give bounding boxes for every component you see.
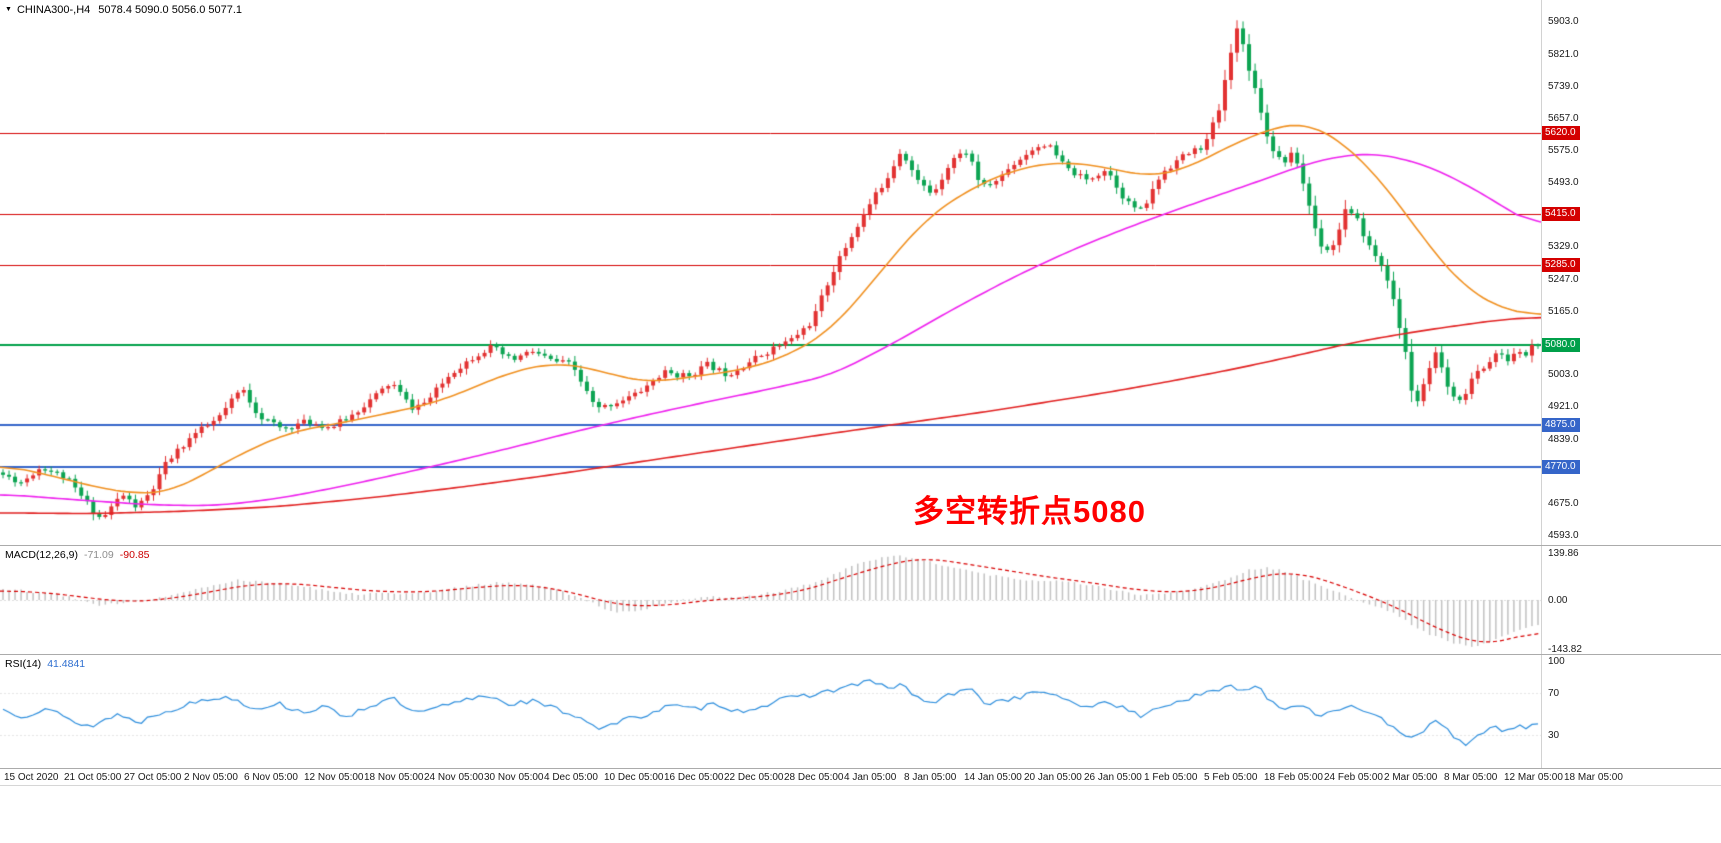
macd-panel-canvas[interactable] bbox=[0, 546, 1541, 654]
macd-indicator-label: MACD(12,26,9) -71.09 -90.85 bbox=[5, 549, 150, 561]
time-axis-label: 24 Feb 05:00 bbox=[1324, 772, 1383, 783]
expand-arrow-icon[interactable]: ▼ bbox=[5, 6, 12, 13]
price-level-badge: 5285.0 bbox=[1542, 258, 1580, 272]
time-axis-label: 22 Dec 05:00 bbox=[724, 772, 784, 783]
rsi-value: 41.4841 bbox=[47, 658, 86, 670]
macd-signal-value: -90.85 bbox=[119, 549, 150, 561]
rsi-axis-label: 30 bbox=[1548, 730, 1560, 741]
time-axis-label: 26 Jan 05:00 bbox=[1084, 772, 1142, 783]
time-axis-label: 2 Mar 05:00 bbox=[1384, 772, 1438, 783]
price-axis-label: 5003.0 bbox=[1548, 369, 1579, 380]
rsi-axis-label: 70 bbox=[1548, 688, 1560, 699]
time-axis-label: 12 Mar 05:00 bbox=[1504, 772, 1563, 783]
time-axis-label: 14 Jan 05:00 bbox=[964, 772, 1022, 783]
price-axis-label: 5575.0 bbox=[1548, 145, 1579, 156]
price-axis-label: 4593.0 bbox=[1548, 530, 1579, 541]
rsi-indicator-label: RSI(14) 41.4841 bbox=[5, 658, 85, 670]
ohlc-values: 5078.4 5090.0 5056.0 5077.1 bbox=[98, 4, 243, 16]
time-axis-label: 4 Dec 05:00 bbox=[544, 772, 598, 783]
time-axis-label: 8 Mar 05:00 bbox=[1444, 772, 1498, 783]
time-axis-label: 10 Dec 05:00 bbox=[604, 772, 664, 783]
time-axis-label: 6 Nov 05:00 bbox=[244, 772, 298, 783]
macd-name: MACD(12,26,9) bbox=[5, 549, 78, 561]
price-axis-label: 4921.0 bbox=[1548, 401, 1579, 412]
bottom-strip bbox=[0, 786, 1721, 843]
price-axis-label: 5903.0 bbox=[1548, 16, 1579, 27]
rsi-axis-label: 100 bbox=[1548, 656, 1565, 667]
price-axis-label: 5821.0 bbox=[1548, 49, 1579, 60]
time-axis-label: 5 Feb 05:00 bbox=[1204, 772, 1258, 783]
price-level-badge: 5620.0 bbox=[1542, 126, 1580, 140]
panel-divider[interactable] bbox=[0, 654, 1721, 655]
price-axis-label: 4839.0 bbox=[1548, 434, 1579, 445]
price-axis-separator bbox=[1541, 0, 1542, 768]
time-axis-label: 21 Oct 05:00 bbox=[64, 772, 122, 783]
price-axis-label: 5329.0 bbox=[1548, 241, 1579, 252]
price-axis-label: 4675.0 bbox=[1548, 498, 1579, 509]
time-axis-label: 18 Feb 05:00 bbox=[1264, 772, 1323, 783]
rsi-name: RSI(14) bbox=[5, 658, 42, 670]
price-axis-label: 5165.0 bbox=[1548, 306, 1579, 317]
time-axis-label: 12 Nov 05:00 bbox=[304, 772, 364, 783]
price-axis[interactable]: 5903.0 5821.0 5739.0 5657.0 5575.0 5493.0 5329… bbox=[1541, 0, 1721, 768]
price-level-badge: 5415.0 bbox=[1542, 207, 1580, 221]
price-level-badge: 5080.0 bbox=[1542, 338, 1580, 352]
time-axis-label: 30 Nov 05:00 bbox=[484, 772, 544, 783]
main-chart-canvas[interactable] bbox=[0, 0, 1541, 545]
time-axis-label: 27 Oct 05:00 bbox=[124, 772, 182, 783]
chart-title: ▼ CHINA300-,H4 5078.4 5090.0 5056.0 5077.1 bbox=[5, 4, 242, 16]
panel-divider[interactable] bbox=[0, 545, 1721, 546]
time-axis[interactable]: 15 Oct 2020 21 Oct 05:00 27 Oct 05:00 2 Nov… bbox=[0, 769, 1721, 786]
symbol-timeframe: CHINA300-,H4 bbox=[16, 4, 91, 16]
macd-axis-label: 0.00 bbox=[1548, 595, 1568, 606]
time-axis-label: 2 Nov 05:00 bbox=[184, 772, 238, 783]
price-level-badge: 4875.0 bbox=[1542, 418, 1580, 432]
time-axis-label: 15 Oct 2020 bbox=[4, 772, 59, 783]
price-axis-label: 5739.0 bbox=[1548, 81, 1579, 92]
macd-main-value: -71.09 bbox=[83, 549, 114, 561]
macd-axis-label: 139.86 bbox=[1548, 548, 1579, 559]
macd-axis-label: -143.82 bbox=[1548, 644, 1582, 655]
price-level-badge: 4770.0 bbox=[1542, 460, 1580, 474]
price-axis-label: 5657.0 bbox=[1548, 113, 1579, 124]
price-axis-label: 5247.0 bbox=[1548, 274, 1579, 285]
time-axis-label: 1 Feb 05:00 bbox=[1144, 772, 1198, 783]
time-axis-label: 28 Dec 05:00 bbox=[784, 772, 844, 783]
time-axis-label: 24 Nov 05:00 bbox=[424, 772, 484, 783]
pivot-annotation-text[interactable]: 多空转折点5080 bbox=[913, 494, 1146, 529]
time-axis-label: 8 Jan 05:00 bbox=[904, 772, 957, 783]
panel-divider[interactable] bbox=[0, 768, 1721, 769]
time-axis-label: 18 Nov 05:00 bbox=[364, 772, 424, 783]
time-axis-label: 16 Dec 05:00 bbox=[664, 772, 724, 783]
time-axis-label: 20 Jan 05:00 bbox=[1024, 772, 1082, 783]
time-axis-label: 18 Mar 05:00 bbox=[1564, 772, 1623, 783]
rsi-panel-canvas[interactable] bbox=[0, 655, 1541, 768]
price-axis-label: 5493.0 bbox=[1548, 177, 1579, 188]
time-axis-label: 4 Jan 05:00 bbox=[844, 772, 897, 783]
